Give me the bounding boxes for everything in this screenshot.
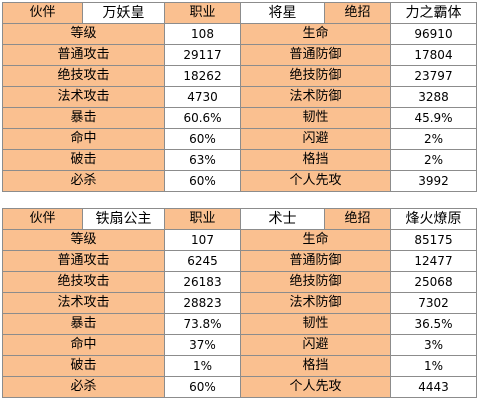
stat-label-right: 法术防御 — [240, 292, 391, 314]
stat-label-right: 格挡 — [240, 355, 391, 377]
stat-label-left: 绝技攻击 — [2, 271, 165, 293]
stat-value-right: 23797 — [390, 65, 477, 87]
table-row: 必杀 60% 个人先攻 3992 — [2, 170, 477, 192]
stat-value-right: 25068 — [390, 271, 477, 293]
stat-label-left: 命中 — [2, 128, 165, 150]
partner-name: 万妖皇 — [82, 2, 165, 24]
stat-value-left: 37% — [164, 334, 241, 356]
stat-label-right: 闪避 — [240, 128, 391, 150]
stat-label-right: 普通防御 — [240, 44, 391, 66]
table-row: 破击 63% 格挡 2% — [2, 149, 477, 171]
stat-value-left: 60% — [164, 376, 241, 398]
stat-label-left: 普通攻击 — [2, 250, 165, 272]
stat-label-left: 等级 — [2, 229, 165, 251]
stat-label-left: 破击 — [2, 149, 165, 171]
stat-value-right: 3% — [390, 334, 477, 356]
stat-value-left: 60% — [164, 170, 241, 192]
stat-value-left: 1% — [164, 355, 241, 377]
stat-label-right: 闪避 — [240, 334, 391, 356]
partner-name: 铁扇公主 — [82, 208, 165, 230]
stat-label-left: 绝技攻击 — [2, 65, 165, 87]
skill-value: 烽火燎原 — [390, 208, 477, 230]
stat-value-left: 28823 — [164, 292, 241, 314]
stat-label-left: 暴击 — [2, 313, 165, 335]
stat-label-right: 法术防御 — [240, 86, 391, 108]
stat-value-left: 6245 — [164, 250, 241, 272]
table-row: 绝技攻击 26183 绝技防御 25068 — [2, 271, 477, 293]
stat-value-left: 73.8% — [164, 313, 241, 335]
stat-label-right: 绝技防御 — [240, 271, 391, 293]
stat-value-left: 4730 — [164, 86, 241, 108]
skill-label: 绝招 — [324, 208, 391, 230]
stat-label-left: 必杀 — [2, 376, 165, 398]
table-row: 等级 108 生命 96910 — [2, 23, 477, 45]
stat-value-left: 18262 — [164, 65, 241, 87]
table-row: 暴击 60.6% 韧性 45.9% — [2, 107, 477, 129]
job-label: 职业 — [164, 208, 241, 230]
stat-label-right: 韧性 — [240, 313, 391, 335]
table-row: 命中 60% 闪避 2% — [2, 128, 477, 150]
partner-label: 伙伴 — [2, 2, 83, 24]
skill-value: 力之霸体 — [390, 2, 477, 24]
stat-label-left: 法术攻击 — [2, 86, 165, 108]
stat-label-right: 个人先攻 — [240, 170, 391, 192]
stat-label-left: 命中 — [2, 334, 165, 356]
stat-value-right: 3992 — [390, 170, 477, 192]
job-value: 术士 — [240, 208, 325, 230]
stat-value-right: 17804 — [390, 44, 477, 66]
table-header-row: 伙伴 万妖皇 职业 将星 绝招 力之霸体 — [2, 2, 477, 24]
stat-label-left: 法术攻击 — [2, 292, 165, 314]
job-value: 将星 — [240, 2, 325, 24]
stat-value-right: 12477 — [390, 250, 477, 272]
stat-value-left: 107 — [164, 229, 241, 251]
stat-value-right: 4443 — [390, 376, 477, 398]
stat-label-right: 绝技防御 — [240, 65, 391, 87]
table-row: 法术攻击 28823 法术防御 7302 — [2, 292, 477, 314]
table-row: 必杀 60% 个人先攻 4443 — [2, 376, 477, 398]
table-row: 命中 37% 闪避 3% — [2, 334, 477, 356]
stat-label-left: 普通攻击 — [2, 44, 165, 66]
table-row: 破击 1% 格挡 1% — [2, 355, 477, 377]
stat-value-right: 3288 — [390, 86, 477, 108]
skill-label: 绝招 — [324, 2, 391, 24]
stat-label-right: 韧性 — [240, 107, 391, 129]
partner-stats-table-2: 伙伴 铁扇公主 职业 术士 绝招 烽火燎原 等级 107 生命 85175 普通… — [2, 208, 477, 398]
table-row: 绝技攻击 18262 绝技防御 23797 — [2, 65, 477, 87]
stat-value-left: 60% — [164, 128, 241, 150]
stat-label-left: 破击 — [2, 355, 165, 377]
stat-label-left: 必杀 — [2, 170, 165, 192]
stat-label-right: 格挡 — [240, 149, 391, 171]
job-label: 职业 — [164, 2, 241, 24]
stat-value-right: 2% — [390, 128, 477, 150]
stat-value-left: 29117 — [164, 44, 241, 66]
stat-label-right: 生命 — [240, 229, 391, 251]
table-row: 暴击 73.8% 韧性 36.5% — [2, 313, 477, 335]
stat-value-right: 2% — [390, 149, 477, 171]
stat-value-right: 36.5% — [390, 313, 477, 335]
stat-value-right: 85175 — [390, 229, 477, 251]
stat-value-right: 45.9% — [390, 107, 477, 129]
stat-value-right: 1% — [390, 355, 477, 377]
stat-value-left: 60.6% — [164, 107, 241, 129]
stat-label-right: 生命 — [240, 23, 391, 45]
stat-value-left: 26183 — [164, 271, 241, 293]
table-row: 法术攻击 4730 法术防御 3288 — [2, 86, 477, 108]
stat-label-right: 普通防御 — [240, 250, 391, 272]
partner-stats-table-1: 伙伴 万妖皇 职业 将星 绝招 力之霸体 等级 108 生命 96910 普通攻… — [2, 2, 477, 192]
table-row: 普通攻击 29117 普通防御 17804 — [2, 44, 477, 66]
stat-label-right: 个人先攻 — [240, 376, 391, 398]
table-row: 普通攻击 6245 普通防御 12477 — [2, 250, 477, 272]
stat-value-left: 63% — [164, 149, 241, 171]
stat-value-right: 7302 — [390, 292, 477, 314]
stat-label-left: 等级 — [2, 23, 165, 45]
table-row: 等级 107 生命 85175 — [2, 229, 477, 251]
partner-label: 伙伴 — [2, 208, 83, 230]
stat-value-right: 96910 — [390, 23, 477, 45]
table-header-row: 伙伴 铁扇公主 职业 术士 绝招 烽火燎原 — [2, 208, 477, 230]
stat-value-left: 108 — [164, 23, 241, 45]
stat-label-left: 暴击 — [2, 107, 165, 129]
